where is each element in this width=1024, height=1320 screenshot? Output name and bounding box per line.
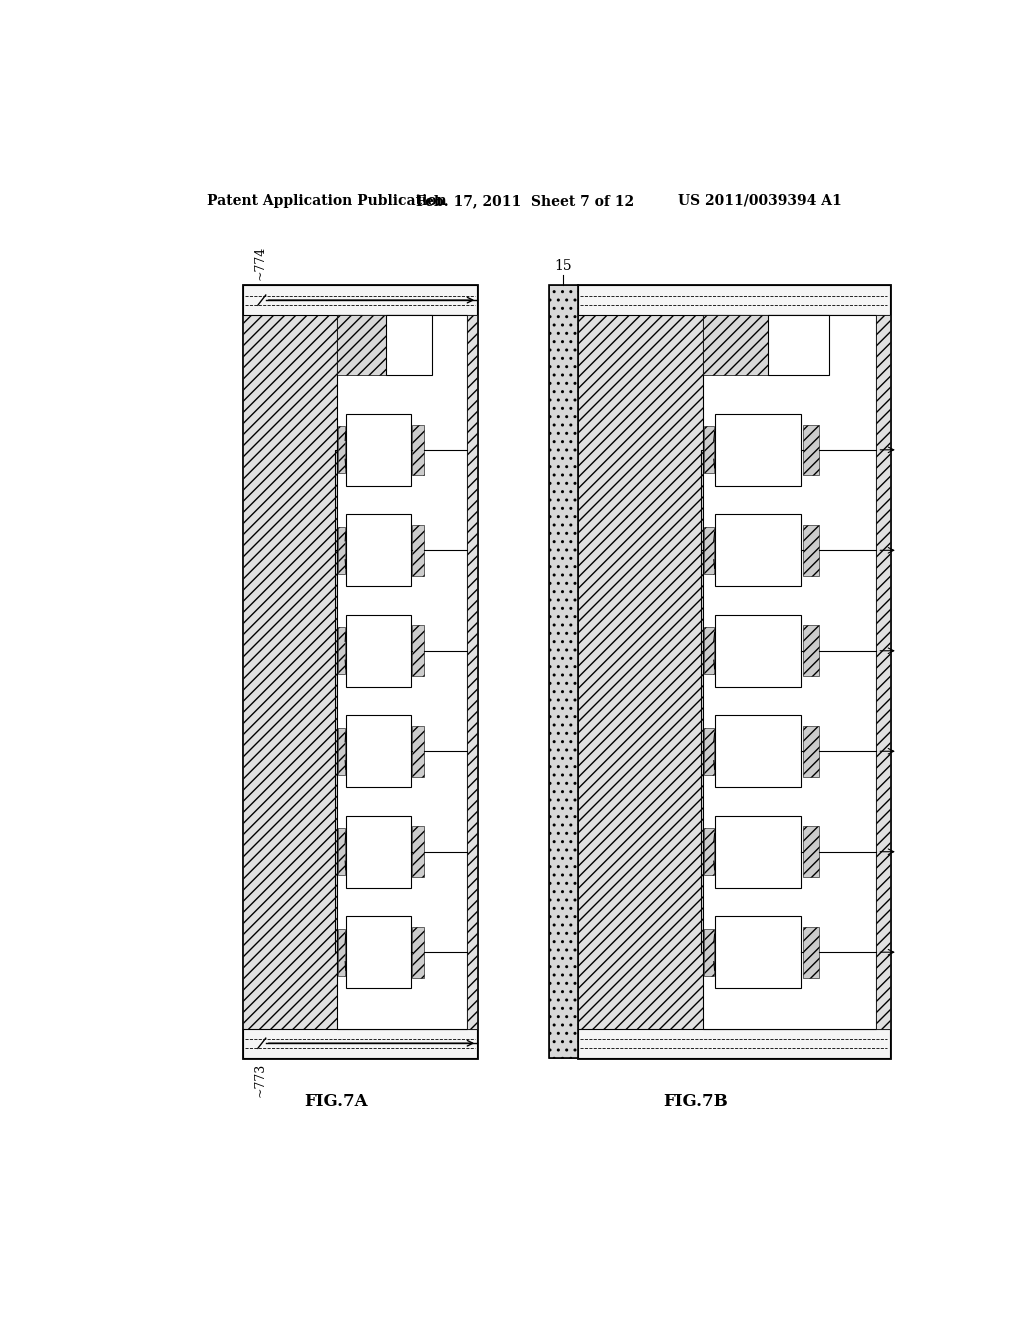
Bar [715, 615, 802, 686]
Text: US 2011/0039394 A1: US 2011/0039394 A1 [679, 194, 842, 209]
Bar [243, 285, 477, 1057]
Bar [243, 285, 477, 314]
Bar [803, 525, 818, 576]
Bar [338, 426, 345, 474]
Bar [338, 727, 345, 775]
Bar [346, 615, 411, 686]
Bar [803, 626, 818, 676]
Bar [702, 314, 768, 375]
Bar [715, 715, 802, 788]
Bar [412, 726, 424, 776]
Text: Feb. 17, 2011  Sheet 7 of 12: Feb. 17, 2011 Sheet 7 of 12 [416, 194, 634, 209]
Bar [337, 314, 467, 1028]
Bar [346, 916, 411, 989]
Bar [715, 816, 802, 888]
Bar [876, 314, 890, 1028]
Bar [346, 715, 411, 788]
Text: 15: 15 [554, 259, 572, 273]
Bar [549, 285, 578, 1057]
Bar [705, 527, 714, 574]
Bar [705, 828, 714, 875]
Bar [338, 828, 345, 875]
Bar [705, 426, 714, 474]
Bar [412, 927, 424, 978]
Bar [803, 927, 818, 978]
Text: FIG.7B: FIG.7B [664, 1093, 728, 1110]
Text: ~773: ~773 [254, 1063, 267, 1097]
Bar [412, 626, 424, 676]
Bar [578, 314, 702, 1028]
Bar [243, 314, 337, 1028]
Bar [338, 627, 345, 675]
Bar [715, 413, 802, 486]
Bar [715, 916, 802, 989]
Bar [803, 826, 818, 876]
Bar [803, 425, 818, 475]
Bar [386, 314, 431, 375]
Bar [768, 314, 829, 375]
Bar [346, 513, 411, 586]
Text: ~774: ~774 [254, 246, 267, 280]
Bar [549, 285, 578, 1057]
Bar [338, 527, 345, 574]
Text: Patent Application Publication: Patent Application Publication [207, 194, 447, 209]
Bar [705, 929, 714, 975]
Bar [705, 627, 714, 675]
Bar [337, 314, 386, 375]
Bar [702, 314, 876, 1028]
Bar [412, 525, 424, 576]
Bar [578, 1028, 890, 1057]
Text: FIG.7A: FIG.7A [304, 1093, 369, 1110]
Bar [705, 727, 714, 775]
Bar [467, 314, 477, 1028]
Bar [412, 425, 424, 475]
Bar [338, 929, 345, 975]
Bar [715, 513, 802, 586]
Bar [412, 826, 424, 876]
Bar [243, 1028, 477, 1057]
Bar [346, 816, 411, 888]
Bar [578, 285, 890, 1057]
Bar [346, 413, 411, 486]
Bar [803, 726, 818, 776]
Bar [578, 285, 890, 314]
